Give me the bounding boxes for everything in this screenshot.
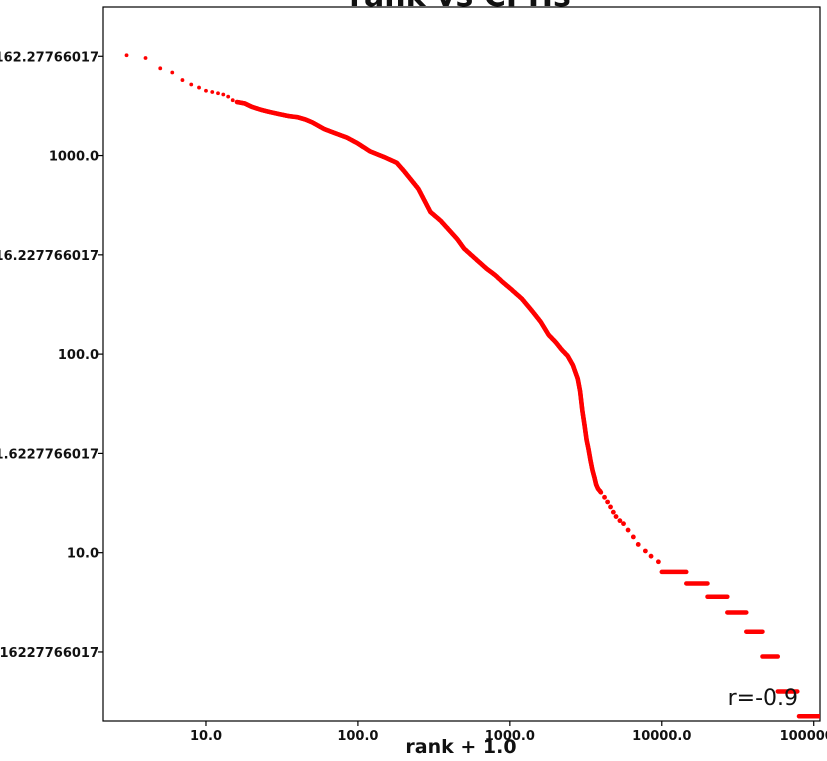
x-tick-label: 10.0 xyxy=(190,729,222,744)
data-points xyxy=(124,53,820,719)
y-tick-label: 316.227766017 xyxy=(0,249,99,264)
data-point xyxy=(124,53,129,58)
correlation-annotation: r=-0.9 xyxy=(728,686,798,711)
data-point xyxy=(170,70,175,75)
data-point xyxy=(197,85,201,90)
y-tick-label: 1000.0 xyxy=(49,150,99,165)
data-point xyxy=(608,504,613,510)
data-point xyxy=(642,548,648,554)
data-point xyxy=(598,490,604,495)
x-axis-title: rank + 1.0 xyxy=(405,736,516,758)
data-point xyxy=(210,90,215,94)
x-axis: 10.0 100.0 1000.0 10000.0 100000.0 xyxy=(190,721,827,744)
y-tick-label: 100.0 xyxy=(58,348,99,363)
data-point xyxy=(158,66,163,71)
y-tick-label: 3162.27766017 xyxy=(0,50,99,65)
data-point xyxy=(230,98,235,103)
x-tick-label: 100000.0 xyxy=(780,729,827,744)
data-point xyxy=(189,82,194,87)
data-point xyxy=(180,78,185,82)
x-tick-label: 10000.0 xyxy=(632,729,691,744)
data-point xyxy=(648,553,654,559)
data-point xyxy=(613,514,619,519)
data-point xyxy=(655,559,661,565)
y-tick-label: 31.6227766017 xyxy=(0,447,99,462)
data-point xyxy=(635,542,641,547)
data-point xyxy=(621,521,626,527)
data-point xyxy=(221,92,226,97)
y-tick-label: 10.0 xyxy=(67,547,99,562)
data-point xyxy=(610,509,616,515)
x-tick-label: 1000.0 xyxy=(485,729,535,744)
data-point xyxy=(605,499,611,505)
x-tick-label: 100.0 xyxy=(337,729,378,744)
y-axis: 3162.27766017 1000.0 316.227766017 100.0 31.… xyxy=(0,50,103,661)
data-point xyxy=(216,91,220,96)
data-point xyxy=(602,494,607,500)
y-tick-label: 3.16227766017 xyxy=(0,646,99,661)
data-point xyxy=(204,88,208,93)
data-point xyxy=(625,527,631,533)
data-point xyxy=(630,534,636,540)
plot-frame xyxy=(102,6,821,722)
data-point xyxy=(617,518,623,524)
data-point xyxy=(226,94,231,99)
data-point xyxy=(143,56,148,60)
